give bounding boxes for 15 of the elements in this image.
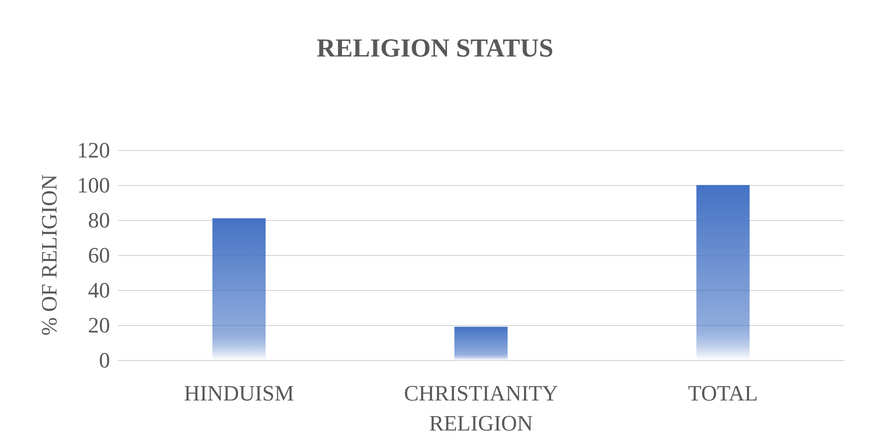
y-tick-label: 120 [77, 138, 110, 162]
bar [454, 326, 508, 360]
x-tick-label: HINDUISM [184, 380, 294, 406]
y-tick-label: 80 [88, 208, 110, 232]
bar [696, 185, 750, 360]
y-tick-label: 60 [88, 242, 110, 268]
y-tick-label: 40 [88, 278, 110, 302]
chart-title: RELIGION STATUS [316, 34, 554, 62]
y-tick-label: 0 [99, 348, 110, 372]
y-tick-label: 20 [88, 312, 110, 338]
bar [212, 218, 266, 360]
x-tick-label: TOTAL [688, 380, 758, 406]
y-axis-title: % OF RELIGION [36, 174, 62, 336]
y-tick-label: 100 [77, 172, 110, 198]
x-tick-label: CHRISTIANITY RELIGION [404, 380, 558, 436]
